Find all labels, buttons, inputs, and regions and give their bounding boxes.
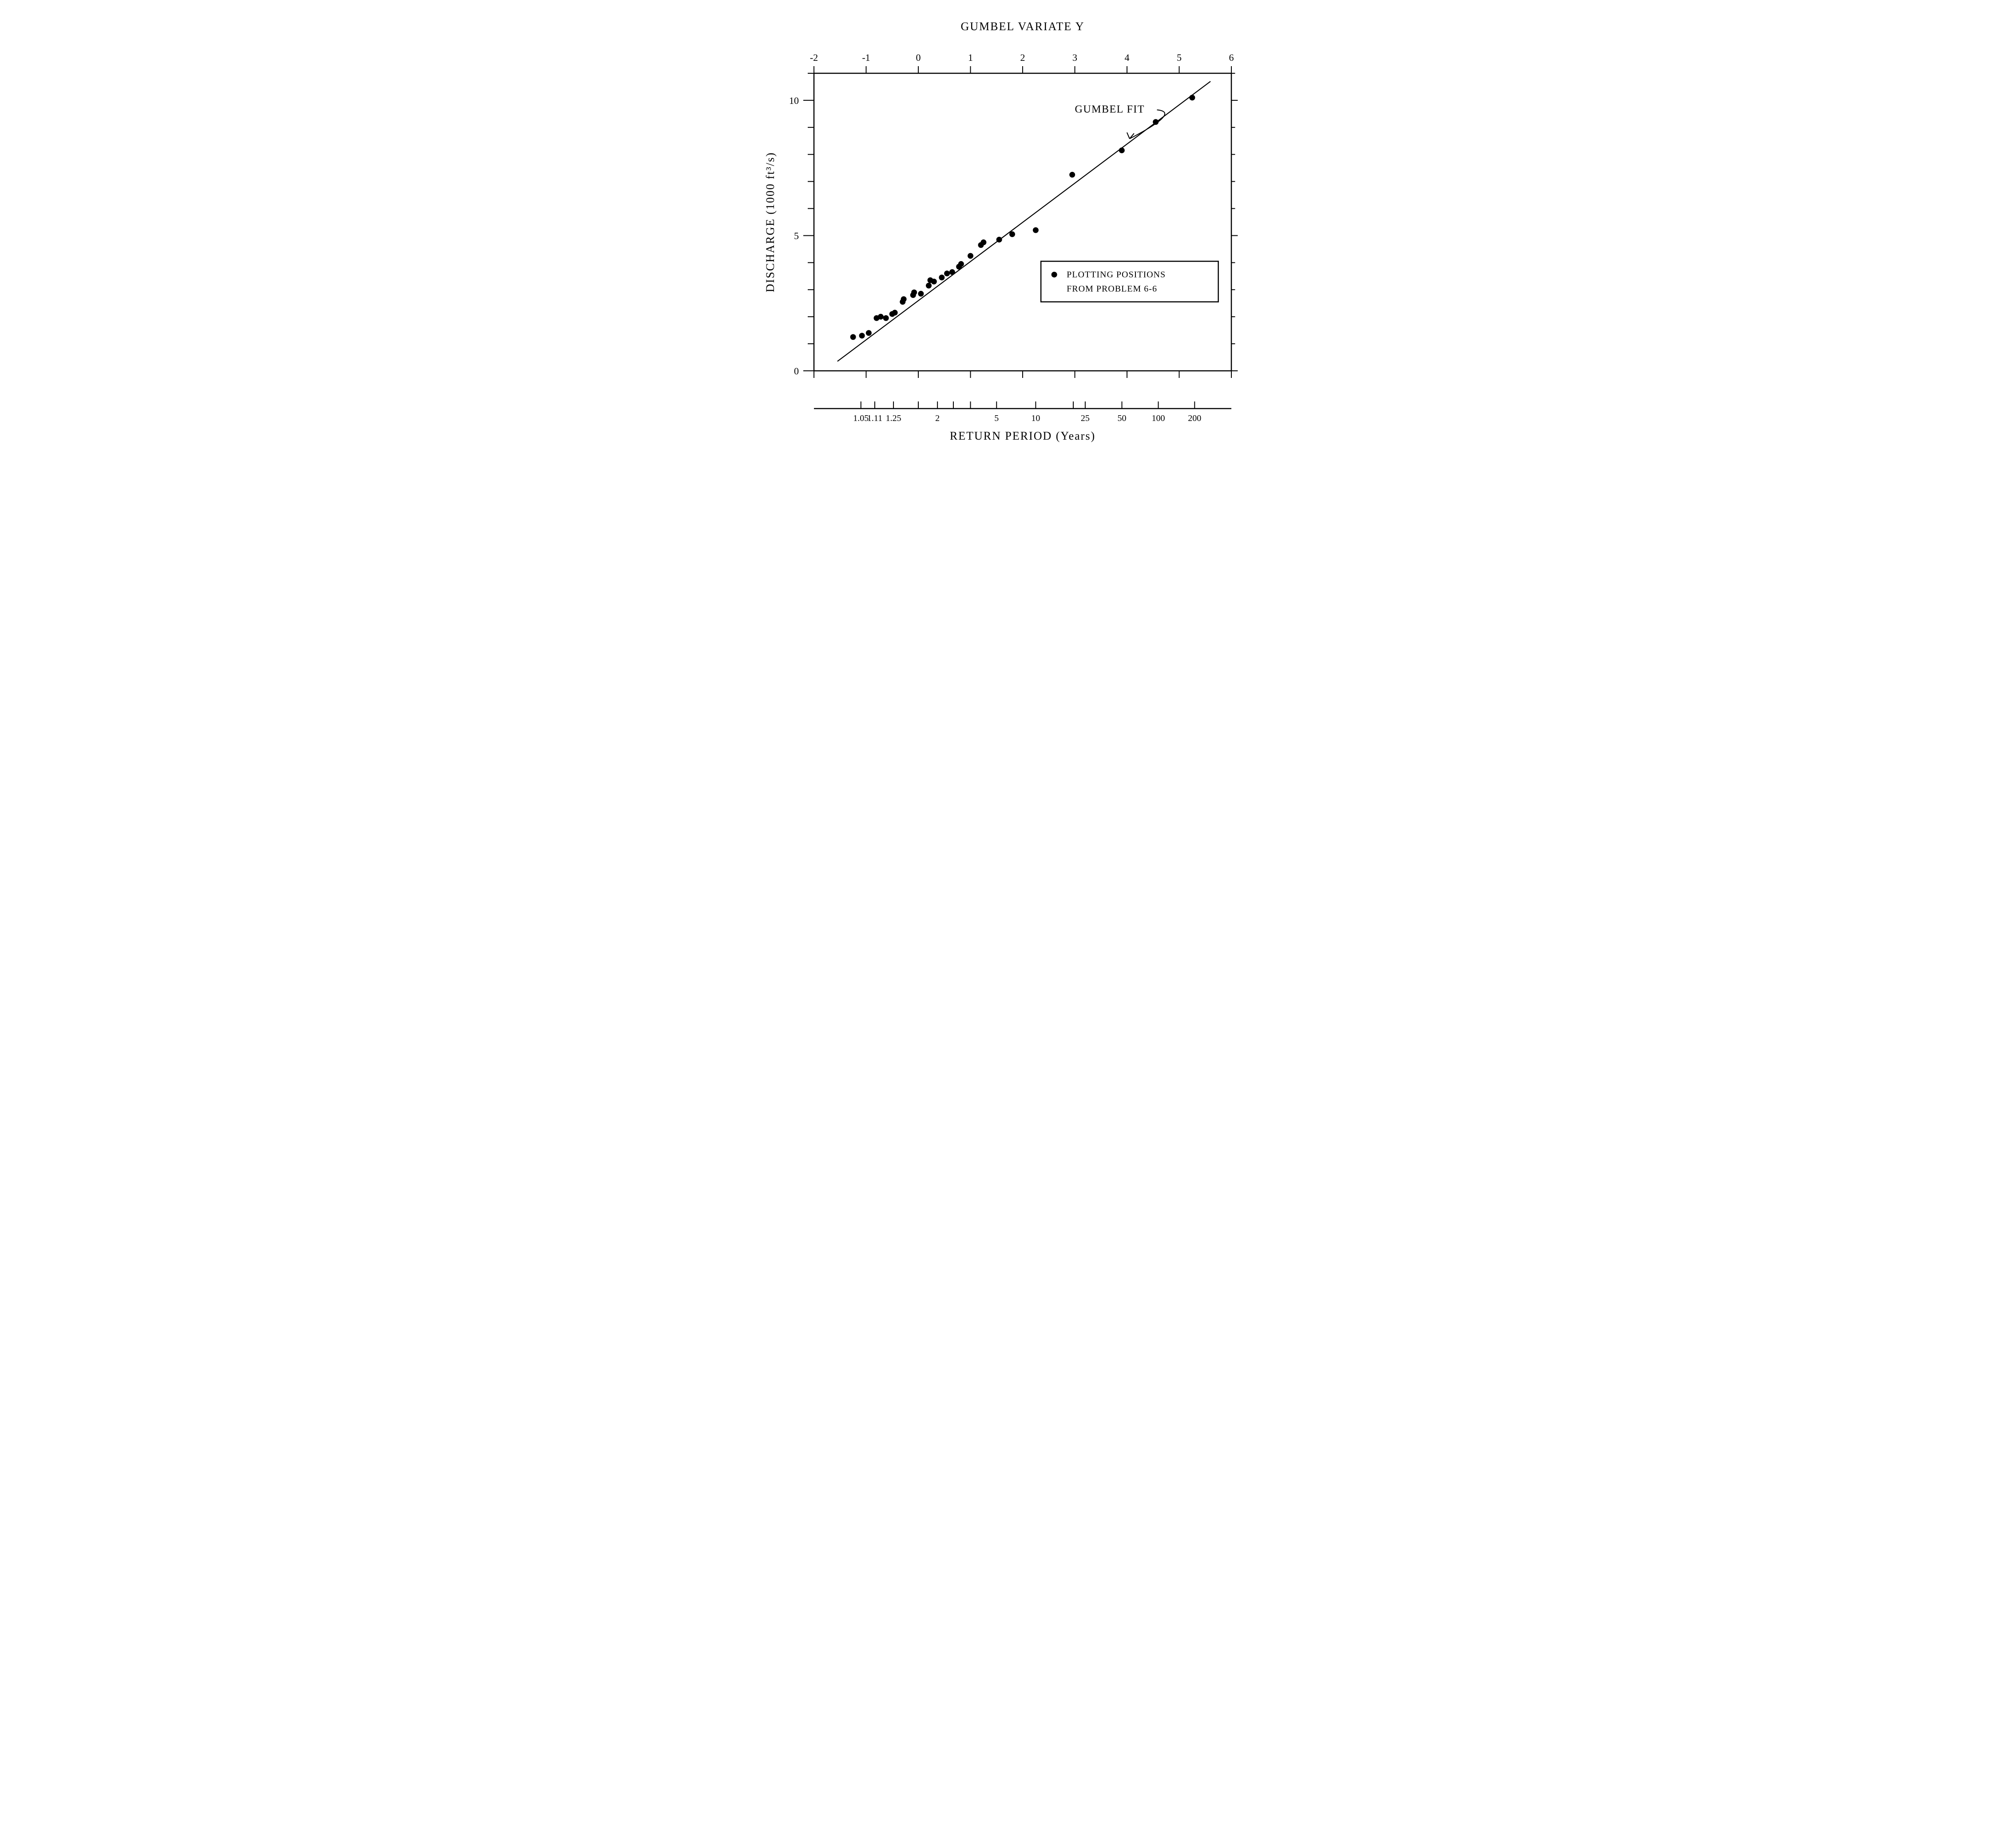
data-point bbox=[1069, 172, 1075, 178]
bottom-axis-tick-label: 1.25 bbox=[885, 413, 901, 423]
top-axis-tick-label: 3 bbox=[1072, 52, 1077, 63]
data-point bbox=[918, 291, 924, 297]
data-point bbox=[980, 239, 986, 245]
data-point bbox=[926, 283, 932, 289]
data-point bbox=[1119, 147, 1124, 153]
bottom-axis-tick-label: 25 bbox=[1080, 413, 1089, 423]
data-point bbox=[901, 296, 906, 302]
y-axis-tick-label: 5 bbox=[794, 230, 799, 241]
top-axis-tick-label: 6 bbox=[1229, 52, 1234, 63]
gumbel-fit-arrowhead bbox=[1127, 132, 1134, 139]
top-axis-tick-label: 1 bbox=[968, 52, 973, 63]
chart-svg: GUMBEL VARIATE Y -2 -1 0 1 2 3 4 5 6 0 5 10 DISCHARGE… bbox=[756, 9, 1260, 468]
bottom-axis-title: RETURN PERIOD (Years) bbox=[949, 429, 1095, 442]
y-axis-title: DISCHARGE (1000 ft³/s) bbox=[764, 152, 777, 292]
bottom-axis-tick-label: 1.11 bbox=[867, 413, 882, 423]
y-axis-tick-label: 0 bbox=[794, 365, 799, 377]
bottom-axis-tick-label: 200 bbox=[1188, 413, 1201, 423]
top-axis-tick-label: 5 bbox=[1177, 52, 1182, 63]
legend-text: FROM PROBLEM 6-6 bbox=[1067, 284, 1157, 294]
bottom-axis-tick-label: 10 bbox=[1031, 413, 1040, 423]
bottom-axis-tick-label: 5 bbox=[994, 413, 999, 423]
data-point bbox=[1189, 95, 1195, 100]
bottom-axis-tick-label: 1.05 bbox=[853, 413, 869, 423]
data-point bbox=[944, 270, 950, 276]
legend-text: PLOTTING POSITIONS bbox=[1067, 270, 1166, 279]
data-point bbox=[859, 333, 865, 338]
data-point bbox=[1153, 119, 1159, 125]
data-point bbox=[939, 274, 945, 280]
bottom-axis-tick-label: 100 bbox=[1151, 413, 1165, 423]
top-axis-title: GUMBEL VARIATE Y bbox=[960, 20, 1084, 33]
y-axis-tick-label: 10 bbox=[789, 95, 799, 106]
top-axis-tick-label: 2 bbox=[1020, 52, 1025, 63]
top-axis-tick-label: 4 bbox=[1124, 52, 1129, 63]
gumbel-chart: GUMBEL VARIATE Y -2 -1 0 1 2 3 4 5 6 0 5 10 DISCHARGE… bbox=[756, 9, 1260, 468]
data-point bbox=[968, 253, 973, 259]
data-point bbox=[877, 314, 883, 320]
data-point bbox=[911, 290, 917, 295]
data-point bbox=[865, 330, 871, 336]
gumbel-fit-label: GUMBEL FIT bbox=[1075, 103, 1144, 115]
legend-box bbox=[1041, 261, 1218, 302]
data-point bbox=[949, 269, 955, 275]
data-point bbox=[1032, 227, 1038, 233]
top-axis-tick-label: -1 bbox=[862, 52, 870, 63]
bottom-axis-tick-label: 2 bbox=[935, 413, 940, 423]
legend-marker bbox=[1051, 272, 1057, 278]
data-point bbox=[958, 261, 964, 267]
data-point bbox=[883, 315, 889, 321]
data-point bbox=[996, 237, 1002, 242]
data-point bbox=[892, 310, 897, 316]
top-axis-tick-label: -2 bbox=[810, 52, 818, 63]
bottom-axis-tick-label: 50 bbox=[1117, 413, 1126, 423]
data-point bbox=[931, 279, 937, 285]
data-point bbox=[850, 334, 856, 340]
top-axis-tick-label: 0 bbox=[916, 52, 921, 63]
data-point bbox=[1009, 231, 1015, 237]
